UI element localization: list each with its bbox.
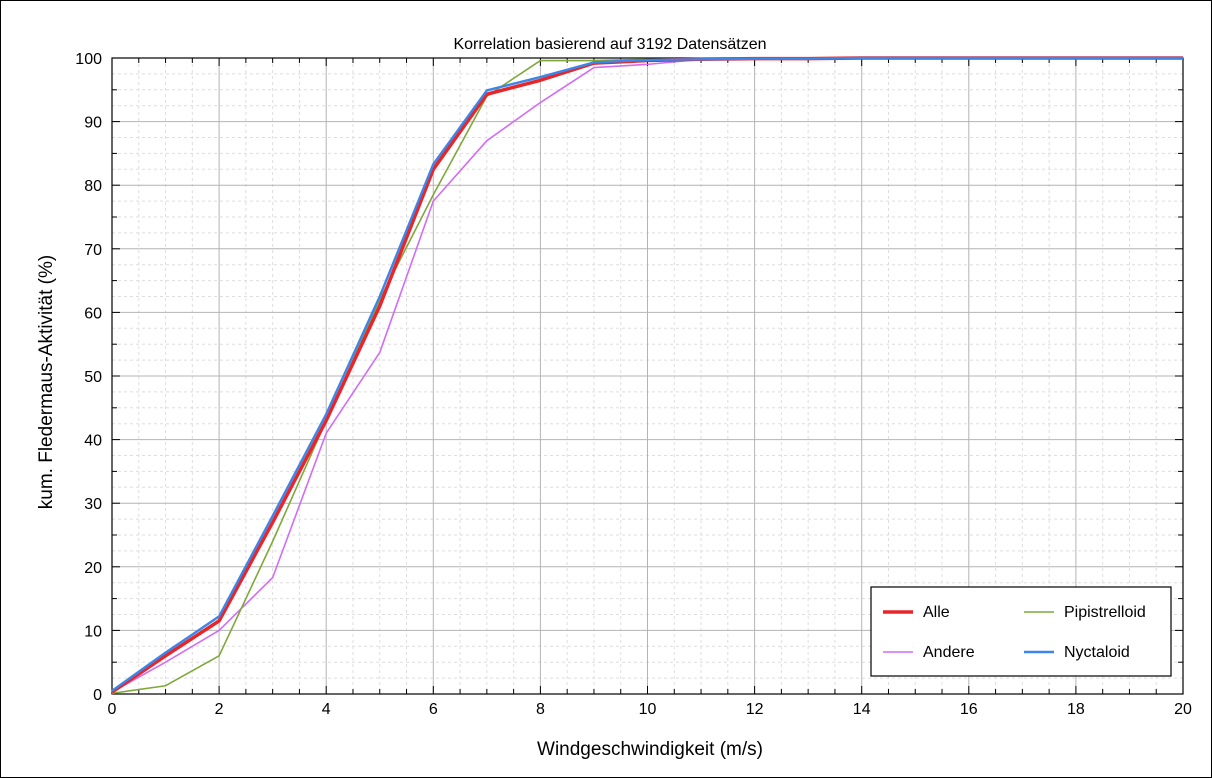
legend-label-pipistrelloid: Pipistrelloid — [1064, 604, 1146, 621]
axis-ticks — [111, 57, 1184, 695]
chart-title: Korrelation basierend auf 3192 Datensätz… — [453, 36, 766, 53]
x-tick-label: 20 — [1174, 701, 1192, 718]
x-tick-label: 18 — [1067, 701, 1085, 718]
x-tick-label: 10 — [639, 701, 657, 718]
y-tick-label: 30 — [84, 496, 102, 513]
series-line-nyctaloid — [111, 56, 1183, 692]
x-tick-labels: 0 2 4 6 8 10 12 14 16 18 20 — [108, 701, 1192, 718]
x-tick-label: 2 — [215, 701, 224, 718]
series-lines — [111, 56, 1183, 695]
legend-label-nyctaloid: Nyctaloid — [1064, 644, 1130, 661]
x-axis-label: Windgeschwindigkeit (m/s) — [537, 739, 763, 760]
x-tick-label: 4 — [322, 701, 331, 718]
y-tick-labels: 0 10 20 30 40 50 60 70 80 90 100 — [75, 51, 102, 704]
y-tick-label: 0 — [93, 687, 102, 704]
x-tick-label: 16 — [960, 701, 978, 718]
x-tick-label: 0 — [108, 701, 117, 718]
x-tick-label: 12 — [746, 701, 764, 718]
legend: Alle Pipistrelloid Andere Nyctaloid — [870, 586, 1172, 677]
y-tick-label: 90 — [84, 115, 102, 132]
legend-label-andere: Andere — [923, 644, 975, 661]
y-axis-label: kum. Fledermaus-Aktivität (%) — [36, 255, 57, 509]
y-tick-label: 80 — [84, 178, 102, 195]
legend-box — [870, 586, 1172, 677]
y-tick-label: 70 — [84, 242, 102, 259]
y-tick-label: 60 — [84, 305, 102, 322]
y-tick-label: 10 — [84, 623, 102, 640]
x-tick-label: 8 — [536, 701, 545, 718]
y-tick-label: 40 — [84, 433, 102, 450]
x-tick-label: 6 — [429, 701, 438, 718]
y-tick-label: 50 — [84, 369, 102, 386]
y-tick-label: 100 — [75, 51, 102, 68]
legend-label-alle: Alle — [923, 604, 950, 621]
y-tick-label: 20 — [84, 560, 102, 577]
x-tick-label: 14 — [853, 701, 871, 718]
